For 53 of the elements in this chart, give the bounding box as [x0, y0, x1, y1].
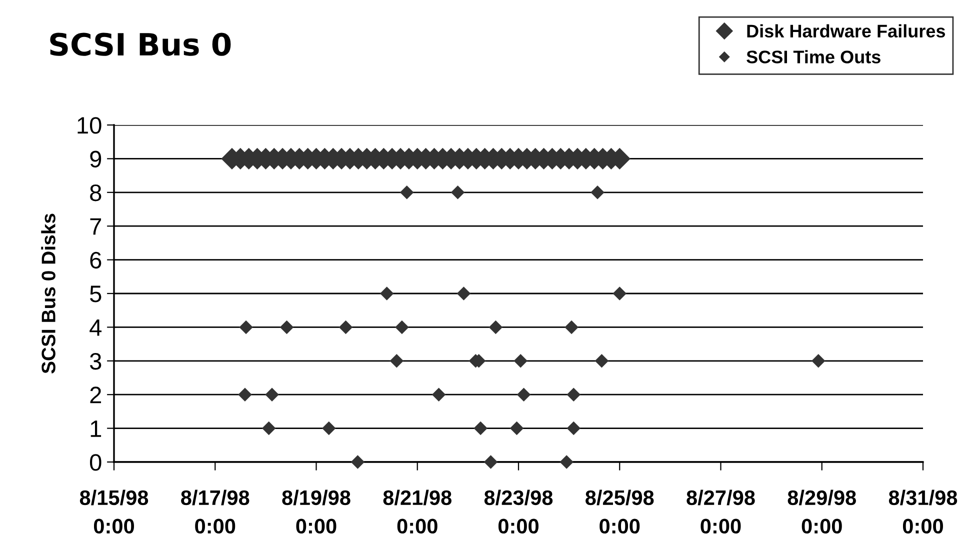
y-tick-label: 2: [90, 386, 102, 404]
x-tick-label: 8/31/98 0:00: [888, 490, 958, 534]
point: [566, 388, 580, 402]
point: [514, 354, 528, 368]
point: [350, 455, 365, 469]
point: [484, 455, 498, 469]
point: [238, 388, 252, 402]
point: [322, 421, 336, 436]
point: [456, 286, 471, 300]
y-tick-label: 8: [90, 184, 102, 202]
y-tick-label: 10: [78, 117, 102, 134]
y-tick-label: 7: [90, 218, 102, 235]
x-tick-label: 8/23/98 0:00: [484, 490, 553, 534]
point: [262, 421, 276, 436]
chart-title: SCSI Bus 0: [50, 32, 231, 56]
y-axis-title: SCSI Bus 0 Disks: [41, 214, 56, 374]
point: [560, 455, 574, 469]
x-tick-label: 8/25/98 0:00: [586, 490, 654, 534]
point: [432, 388, 446, 402]
y-tick-label: 5: [90, 286, 102, 302]
point: [390, 354, 404, 368]
point: [380, 286, 394, 300]
point: [590, 186, 604, 200]
point: [510, 421, 524, 436]
x-tick-label: 8/15/98 0:00: [80, 490, 148, 534]
point: [239, 320, 253, 334]
x-tick-label: 8/19/98 0:00: [282, 490, 350, 534]
point: [280, 320, 294, 334]
y-tick-label: 4: [90, 320, 102, 336]
point: [811, 354, 826, 368]
y-tick-label: 6: [90, 252, 102, 269]
point: [474, 421, 488, 436]
point: [594, 354, 609, 368]
x-tick-label: 8/21/98 0:00: [383, 490, 452, 534]
point: [338, 320, 353, 334]
point: [265, 388, 279, 402]
point: [516, 388, 531, 402]
point: [450, 186, 465, 200]
point: [566, 421, 580, 436]
x-tick-label: 8/17/98 0:00: [181, 490, 250, 534]
legend-label: SCSI Time Outs: [746, 50, 880, 64]
legend-label: Disk Hardware Failures: [747, 24, 946, 38]
point: [564, 320, 578, 334]
point: [612, 286, 626, 300]
y-tick-label: 9: [90, 150, 102, 168]
y-tick-label: 0: [90, 454, 102, 471]
point: [488, 320, 503, 334]
y-tick-label: 3: [90, 352, 102, 370]
point: [400, 186, 414, 200]
x-tick-label: 8/29/98 0:00: [788, 490, 856, 534]
x-tick-label: 8/27/98 0:00: [686, 490, 755, 534]
point: [395, 320, 409, 334]
y-tick-label: 1: [90, 420, 102, 437]
